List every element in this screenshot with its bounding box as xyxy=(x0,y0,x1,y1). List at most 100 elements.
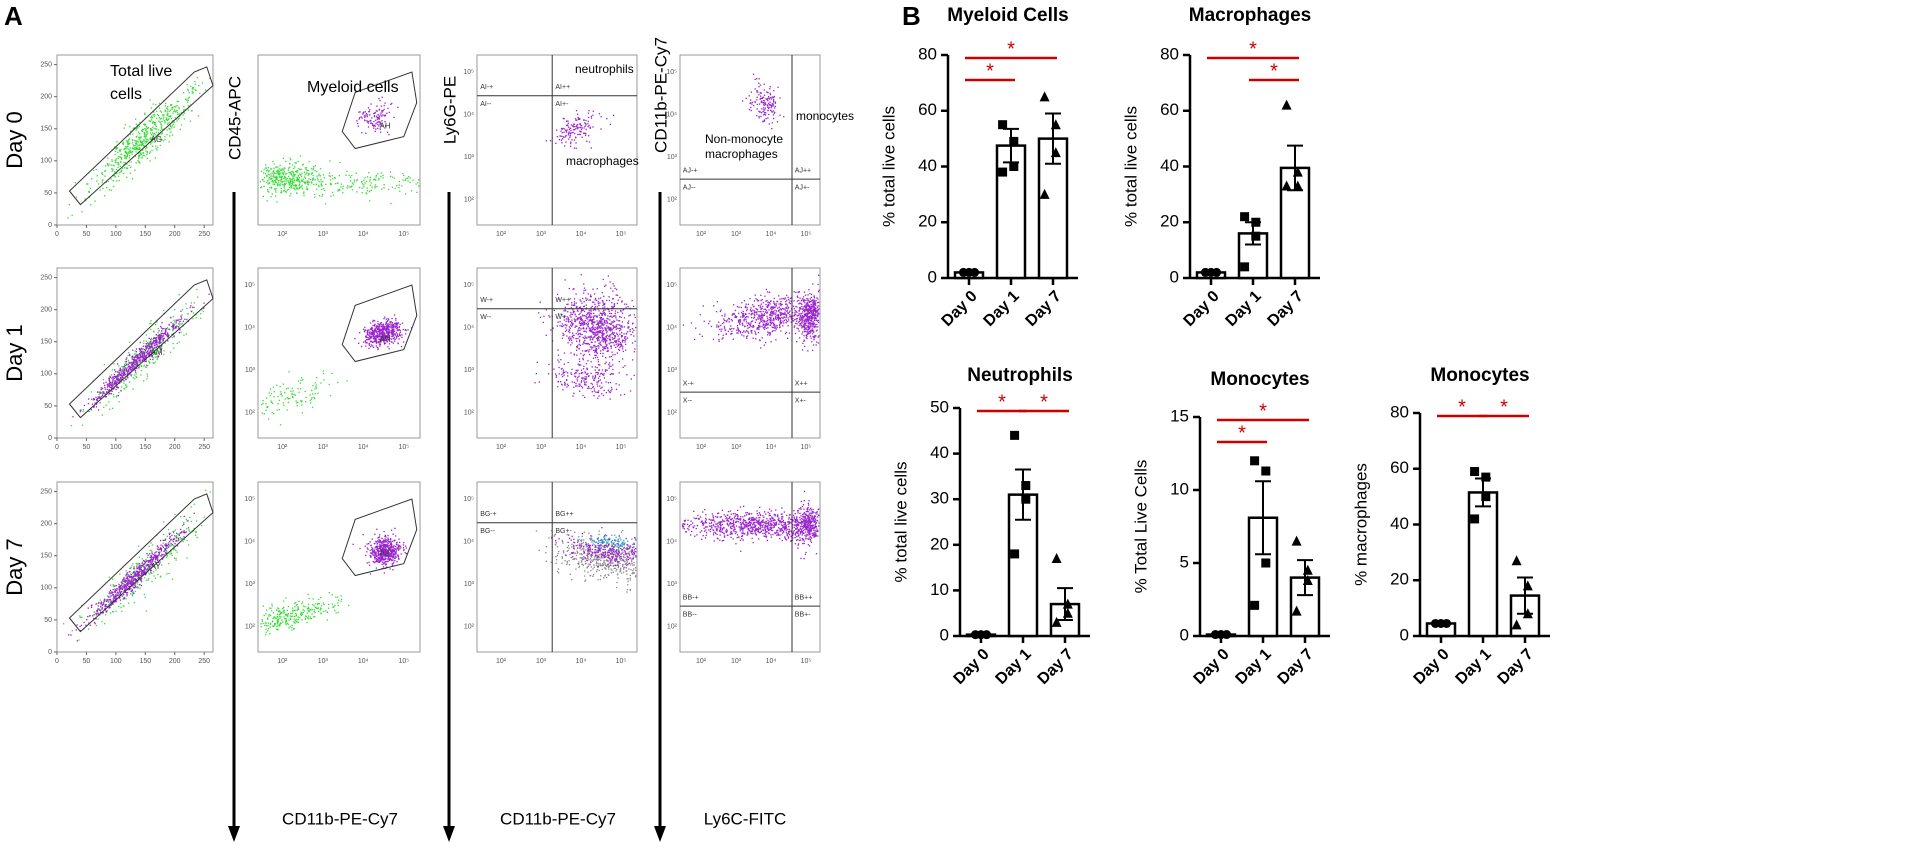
event-dot xyxy=(629,390,632,392)
event-dot xyxy=(375,330,377,332)
event-dot xyxy=(389,330,391,332)
event-dot xyxy=(103,392,105,394)
event-dot xyxy=(114,376,117,378)
event-dot xyxy=(625,332,628,334)
event-dot xyxy=(784,309,786,311)
event-dot xyxy=(564,384,566,386)
event-dot xyxy=(166,111,168,113)
event-dot xyxy=(167,335,169,337)
event-dot xyxy=(138,353,141,355)
event-dot xyxy=(682,324,685,326)
event-dot xyxy=(305,168,307,171)
event-dot xyxy=(143,364,145,366)
event-dot xyxy=(134,355,136,358)
event-dot xyxy=(137,147,139,150)
event-dot xyxy=(590,313,593,315)
event-dot xyxy=(184,108,186,111)
event-dot xyxy=(145,348,148,350)
event-dot xyxy=(609,373,612,376)
event-dot xyxy=(743,300,746,302)
event-dot xyxy=(591,328,594,331)
event-dot xyxy=(615,317,617,319)
event-dot xyxy=(136,124,138,126)
event-dot xyxy=(365,329,367,331)
event-dot xyxy=(586,368,588,371)
x-tick-label: 10² xyxy=(696,231,707,238)
event-dot xyxy=(621,345,623,347)
event-dot xyxy=(752,337,754,339)
event-dot xyxy=(590,309,592,311)
event-dot xyxy=(134,169,136,171)
event-dot xyxy=(113,377,115,379)
event-dot xyxy=(129,373,131,375)
event-dot xyxy=(599,325,601,327)
event-dot xyxy=(593,333,595,335)
event-dot xyxy=(146,151,149,153)
event-dot xyxy=(293,177,295,180)
event-dot xyxy=(733,313,735,315)
event-dot xyxy=(763,120,766,122)
event-dot xyxy=(795,291,797,294)
event-dot xyxy=(301,401,303,403)
event-dot xyxy=(149,350,151,352)
event-dot xyxy=(373,127,375,129)
event-dot xyxy=(287,167,290,169)
event-dot xyxy=(762,96,764,99)
event-dot xyxy=(405,178,407,180)
event-dot xyxy=(279,385,281,388)
event-dot xyxy=(340,183,343,185)
event-dot xyxy=(599,331,602,334)
event-dot xyxy=(127,370,129,372)
event-dot xyxy=(154,134,156,136)
event-dot xyxy=(787,296,789,298)
event-dot xyxy=(721,322,724,325)
event-dot xyxy=(145,346,147,348)
event-dot xyxy=(580,319,583,321)
event-dot xyxy=(794,312,796,314)
y-tick-label: 200 xyxy=(40,307,52,314)
event-dot xyxy=(171,134,174,136)
event-dot xyxy=(293,188,295,190)
event-dot xyxy=(369,114,371,116)
event-dot xyxy=(787,298,790,301)
event-dot xyxy=(289,162,291,165)
event-dot xyxy=(81,211,83,213)
event-dot xyxy=(602,332,604,334)
event-dot xyxy=(122,141,125,143)
event-dot xyxy=(275,176,277,178)
event-dot xyxy=(587,343,590,345)
event-dot xyxy=(332,191,334,194)
event-dot xyxy=(290,185,292,187)
event-dot xyxy=(173,324,175,326)
event-dot xyxy=(378,326,380,328)
event-dot xyxy=(128,155,131,157)
event-dot xyxy=(118,391,120,394)
event-dot xyxy=(297,388,299,390)
event-dot xyxy=(593,321,595,323)
event-dot xyxy=(581,350,584,352)
event-dot xyxy=(764,114,767,116)
event-dot xyxy=(399,190,401,192)
event-dot xyxy=(625,343,627,345)
event-dot xyxy=(612,327,614,329)
event-dot xyxy=(376,325,378,327)
event-dot xyxy=(582,359,584,361)
x-tick-label: 100 xyxy=(110,444,122,451)
event-dot xyxy=(390,103,392,105)
event-dot xyxy=(268,392,271,394)
event-dot xyxy=(111,170,114,172)
event-dot xyxy=(620,344,622,346)
event-dot xyxy=(372,341,374,343)
y-tick-label: 150 xyxy=(40,339,52,346)
event-dot xyxy=(769,321,771,323)
event-dot xyxy=(297,170,299,172)
event-dot xyxy=(565,310,567,312)
event-dot xyxy=(759,311,762,313)
event-dot xyxy=(397,322,400,324)
event-dot xyxy=(150,344,153,346)
event-dot xyxy=(126,146,129,148)
event-dot xyxy=(577,127,579,129)
event-dot xyxy=(272,172,274,174)
event-dot xyxy=(370,189,372,191)
event-dot xyxy=(813,326,815,329)
